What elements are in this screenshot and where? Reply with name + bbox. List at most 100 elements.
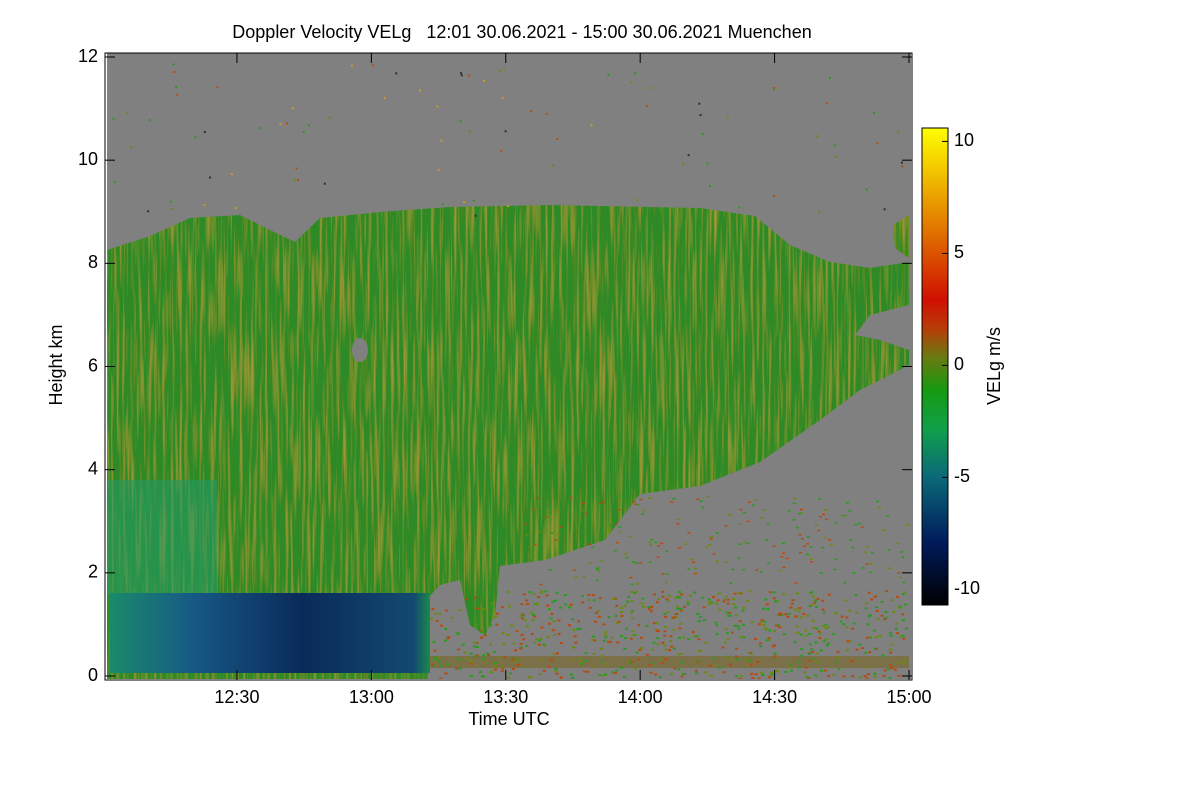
- speckle: [569, 673, 573, 676]
- speckle: [794, 608, 798, 611]
- speckle: [648, 497, 652, 499]
- speckle: [630, 583, 634, 586]
- speckle: [602, 501, 606, 503]
- speckle: [873, 675, 877, 678]
- speckle: [592, 665, 596, 668]
- speckle: [555, 591, 559, 594]
- speckle: [758, 642, 762, 645]
- speckle: [674, 613, 678, 616]
- speckle: [664, 626, 668, 629]
- speckle: [555, 672, 559, 675]
- speckle: [604, 631, 608, 634]
- speckle: [608, 641, 612, 644]
- speckle: [715, 663, 719, 666]
- speckle: [772, 545, 776, 548]
- speckle: [554, 599, 558, 602]
- speckle: [782, 633, 786, 636]
- speckle: [438, 612, 442, 615]
- speckle: [836, 656, 840, 659]
- speckle: [648, 541, 652, 544]
- speckle: [536, 595, 540, 598]
- speckle: [538, 530, 542, 533]
- speckle: [500, 670, 504, 673]
- speckle: [591, 635, 595, 638]
- speckle: [601, 655, 605, 658]
- speckle: [704, 671, 708, 674]
- speckle: [472, 645, 476, 648]
- speckle: [130, 145, 133, 148]
- speckle: [722, 600, 726, 603]
- speckle: [173, 70, 176, 73]
- speckle: [676, 605, 680, 608]
- speckle: [584, 512, 588, 515]
- speckle: [693, 591, 697, 594]
- speckle: [807, 652, 811, 655]
- speckle: [770, 673, 774, 676]
- speckle: [772, 88, 775, 91]
- speckle: [688, 594, 692, 597]
- speckle: [833, 568, 837, 571]
- speckle: [607, 73, 610, 76]
- speckle: [886, 668, 890, 671]
- speckle: [507, 591, 511, 594]
- speckle: [595, 567, 599, 569]
- speckle: [617, 620, 621, 623]
- speckle: [800, 508, 804, 511]
- speckle: [725, 655, 729, 658]
- speckle: [569, 603, 573, 606]
- speckle: [827, 626, 831, 629]
- speckle: [641, 597, 645, 600]
- speckle: [506, 633, 510, 636]
- speckle: [775, 600, 779, 603]
- speckle: [733, 592, 737, 595]
- speckle: [728, 611, 732, 614]
- speckle: [203, 203, 206, 206]
- speckle: [890, 643, 894, 646]
- speckle: [715, 560, 719, 563]
- speckle: [774, 600, 778, 603]
- speckle: [704, 641, 708, 644]
- speckle: [468, 130, 471, 133]
- speckle: [726, 116, 729, 119]
- speckle: [258, 127, 261, 130]
- speckle: [495, 612, 499, 615]
- speckle: [552, 620, 556, 623]
- speckle: [522, 638, 526, 641]
- speckle: [112, 117, 115, 120]
- speckle: [898, 605, 902, 608]
- speckle: [757, 677, 761, 679]
- speckle: [768, 629, 772, 632]
- speckle: [845, 626, 849, 629]
- speckle: [767, 562, 771, 564]
- speckle: [630, 609, 634, 612]
- speckle: [708, 543, 712, 546]
- speckle: [676, 653, 680, 656]
- speckle: [767, 637, 771, 640]
- speckle: [863, 551, 867, 553]
- speckle: [490, 606, 494, 609]
- speckle: [805, 543, 809, 545]
- speckle: [439, 624, 443, 627]
- speckle: [418, 89, 421, 92]
- speckle: [745, 658, 749, 661]
- speckle: [623, 604, 627, 607]
- speckle: [554, 539, 558, 542]
- speckle: [818, 211, 821, 214]
- speckle: [539, 637, 543, 640]
- speckle: [824, 638, 828, 641]
- speckle: [824, 509, 828, 511]
- speckle: [532, 592, 536, 595]
- speckle: [897, 572, 901, 574]
- speckle: [855, 648, 859, 651]
- speckle: [865, 563, 869, 565]
- speckle: [845, 616, 849, 619]
- speckle: [598, 615, 602, 618]
- speckle: [774, 624, 778, 627]
- speckle: [876, 617, 880, 620]
- speckle: [296, 178, 299, 181]
- speckle: [901, 556, 905, 558]
- speckle: [890, 666, 894, 669]
- speckle: [712, 657, 716, 660]
- speckle: [701, 596, 705, 599]
- speckle: [649, 538, 653, 541]
